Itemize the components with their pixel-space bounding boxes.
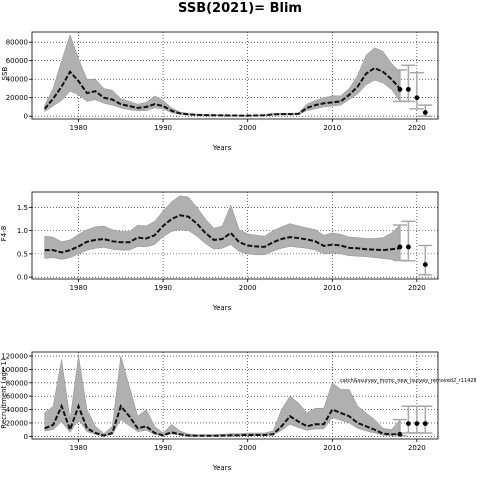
- y-tick-label: 100000: [1, 366, 28, 374]
- figure-title: SSB(2021)= Blim: [178, 1, 302, 16]
- x-tick-label: 1980: [70, 284, 88, 292]
- axes-frame: [31, 31, 439, 120]
- y-tick-label: 40000: [6, 76, 28, 84]
- confidence-band: [44, 355, 401, 437]
- x-tick-label: 1990: [154, 124, 172, 132]
- x-tick-label: 2010: [323, 284, 341, 292]
- y-tick-label: 20000: [6, 94, 28, 102]
- prediction-point: [405, 244, 411, 250]
- x-tick-label: 1980: [70, 124, 88, 132]
- y-tick-label: 60000: [6, 393, 28, 401]
- y-tick-label: 60000: [6, 57, 28, 65]
- y-tick-label: 120000: [1, 353, 28, 361]
- y-axis-label: Recruitment (age 1): [0, 358, 8, 429]
- x-tick-label: 2000: [239, 444, 257, 452]
- y-tick-label: 1.5: [17, 204, 28, 212]
- y-tick-label: 20000: [6, 419, 28, 427]
- prediction-point: [397, 431, 403, 437]
- x-tick-label: 2020: [408, 124, 426, 132]
- median-line: [44, 403, 400, 437]
- prediction-point: [414, 421, 420, 427]
- prediction-point: [422, 262, 428, 267]
- prediction-point: [397, 244, 403, 250]
- y-tick-label: 40000: [6, 406, 28, 414]
- prediction-point: [405, 86, 411, 92]
- median-line: [44, 214, 401, 254]
- y-axis-label: SSB: [1, 66, 9, 80]
- x-tick-label: 2000: [239, 124, 257, 132]
- x-tick-label: 2010: [323, 444, 341, 452]
- y-tick-label: 0.5: [17, 250, 28, 258]
- x-tick-label: 2010: [323, 124, 341, 132]
- y-tick-label: 0: [24, 113, 28, 121]
- y-tick-label: 0: [24, 433, 28, 441]
- y-tick-label: 1.0: [17, 227, 28, 235]
- run-annotation: catch&ssurvey_mcmc_new_lsurvey_removed2_…: [340, 378, 477, 384]
- prediction-point: [414, 95, 420, 101]
- prediction-point: [422, 110, 428, 115]
- x-tick-label: 2020: [408, 444, 426, 452]
- prediction-point: [405, 421, 411, 427]
- x-axis-label: Years: [212, 464, 232, 472]
- axes-frame: [31, 191, 439, 280]
- confidence-band: [44, 33, 401, 117]
- y-tick-label: 80000: [6, 39, 28, 47]
- x-axis-label: Years: [212, 144, 232, 152]
- confidence-band: [44, 195, 401, 262]
- y-tick-label: 0.0: [17, 274, 28, 282]
- prediction-point: [422, 421, 428, 427]
- median-line: [43, 66, 401, 117]
- x-tick-label: 1990: [154, 444, 172, 452]
- fishing-mortality-panel: 1980 1990 2000 2010 2020 0.0 0.5 1.0 1.5 Years F4-…: [0, 191, 439, 312]
- x-axis-label: Years: [212, 304, 232, 312]
- recruitment-panel: 1980 1990 2000 2010 2020 0 20000 40000 60000 8000…: [0, 351, 477, 472]
- prediction-point: [397, 86, 403, 92]
- x-tick-label: 1980: [70, 444, 88, 452]
- y-tick-label: 80000: [6, 379, 28, 387]
- x-tick-label: 2000: [239, 284, 257, 292]
- axes-frame: [31, 351, 439, 440]
- x-tick-label: 1990: [154, 284, 172, 292]
- x-tick-label: 2020: [408, 284, 426, 292]
- y-axis-label: F4-8: [0, 226, 8, 241]
- ssb-panel: 1980 1990 2000 2010 2020 0 20000 40000 60000 8000…: [1, 31, 439, 152]
